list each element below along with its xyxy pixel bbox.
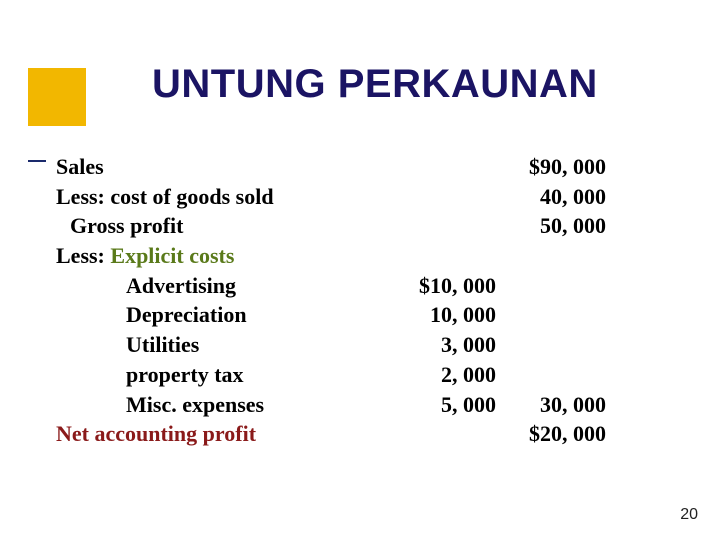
- accent-block: [28, 68, 86, 126]
- row-util: Utilities 3, 000: [56, 330, 676, 360]
- col-a-util: 3, 000: [386, 330, 496, 360]
- row-ptax: property tax 2, 000: [56, 360, 676, 390]
- col-b-sales: $90, 000: [496, 152, 606, 182]
- row-explicit: Less: Explicit costs: [56, 241, 676, 271]
- col-b-gross: 50, 000: [496, 211, 606, 241]
- col-b-explicit: [496, 241, 606, 271]
- row-misc: Misc. expenses 5, 000 30, 000: [56, 390, 676, 420]
- col-a-dep: 10, 000: [386, 300, 496, 330]
- col-a-misc: 5, 000: [386, 390, 496, 420]
- label-cogs: Less: cost of goods sold: [56, 182, 386, 212]
- label-adv: Advertising: [56, 271, 386, 301]
- col-a-gross: [386, 211, 496, 241]
- label-explicit: Less: Explicit costs: [56, 241, 386, 271]
- label-explicit-em: Explicit costs: [110, 243, 234, 268]
- label-gross: Gross profit: [56, 211, 386, 241]
- col-b-ptax: [496, 360, 606, 390]
- row-adv: Advertising $10, 000: [56, 271, 676, 301]
- col-a-cogs: [386, 182, 496, 212]
- label-net: Net accounting profit: [56, 419, 386, 449]
- label-misc: Misc. expenses: [56, 390, 386, 420]
- row-dep: Depreciation 10, 000: [56, 300, 676, 330]
- accent-bar: [28, 160, 46, 162]
- col-a-sales: [386, 152, 496, 182]
- income-statement: Sales $90, 000 Less: cost of goods sold …: [56, 152, 676, 449]
- row-sales: Sales $90, 000: [56, 152, 676, 182]
- col-a-adv: $10, 000: [386, 271, 496, 301]
- col-b-misc: 30, 000: [496, 390, 606, 420]
- label-dep: Depreciation: [56, 300, 386, 330]
- label-ptax: property tax: [56, 360, 386, 390]
- col-b-net: $20, 000: [496, 419, 606, 449]
- col-a-net: [386, 419, 496, 449]
- page-number: 20: [680, 506, 698, 524]
- col-b-cogs: 40, 000: [496, 182, 606, 212]
- col-b-util: [496, 330, 606, 360]
- row-cogs: Less: cost of goods sold 40, 000: [56, 182, 676, 212]
- col-b-adv: [496, 271, 606, 301]
- col-b-dep: [496, 300, 606, 330]
- row-net: Net accounting profit $20, 000: [56, 419, 676, 449]
- col-a-ptax: 2, 000: [386, 360, 496, 390]
- col-a-explicit: [386, 241, 496, 271]
- label-sales: Sales: [56, 152, 386, 182]
- slide-title: UNTUNG PERKAUNAN: [152, 62, 598, 107]
- label-util: Utilities: [56, 330, 386, 360]
- row-gross: Gross profit 50, 000: [56, 211, 676, 241]
